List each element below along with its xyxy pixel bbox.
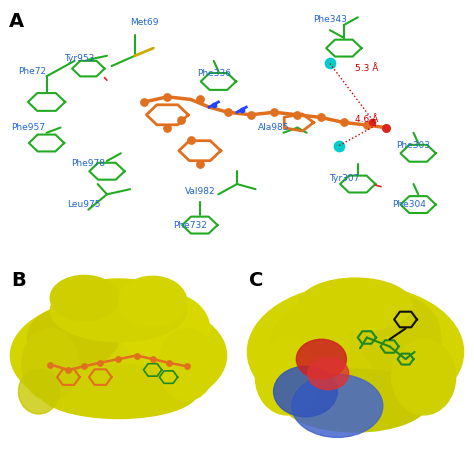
Point [368, 119, 375, 126]
Ellipse shape [296, 339, 346, 379]
Text: Val982: Val982 [184, 187, 215, 196]
Point [210, 101, 218, 108]
Point [270, 108, 278, 116]
Text: Ala985: Ala985 [258, 123, 290, 132]
Point [196, 160, 204, 167]
Ellipse shape [50, 275, 119, 320]
Text: Leu975: Leu975 [67, 200, 100, 209]
Ellipse shape [10, 297, 227, 414]
Ellipse shape [50, 279, 187, 342]
Point [177, 116, 185, 123]
Point [247, 111, 255, 118]
Ellipse shape [39, 364, 198, 418]
Text: Phe957: Phe957 [11, 123, 45, 132]
Text: A: A [9, 12, 25, 31]
Text: Tyr953: Tyr953 [64, 54, 94, 63]
Ellipse shape [22, 328, 79, 400]
Point [336, 142, 343, 149]
Point [64, 366, 72, 373]
Point [238, 106, 246, 113]
Text: Met69: Met69 [130, 18, 158, 27]
Point [382, 124, 390, 131]
Text: Phe978: Phe978 [72, 159, 105, 168]
Text: Phe343: Phe343 [313, 15, 347, 24]
Text: B: B [11, 271, 27, 290]
Ellipse shape [255, 339, 319, 415]
Point [46, 361, 54, 368]
Ellipse shape [273, 366, 337, 417]
Ellipse shape [118, 292, 210, 364]
Ellipse shape [304, 284, 429, 374]
Point [340, 119, 347, 126]
Text: 5.3 Å: 5.3 Å [356, 64, 379, 73]
Text: Tyr307: Tyr307 [328, 175, 359, 184]
Text: Phe304: Phe304 [392, 200, 426, 209]
Ellipse shape [18, 369, 59, 414]
Point [165, 359, 173, 366]
Text: Phe303: Phe303 [397, 141, 430, 150]
Ellipse shape [299, 278, 412, 332]
Ellipse shape [118, 276, 187, 327]
Text: Phe732: Phe732 [173, 220, 208, 230]
Ellipse shape [247, 284, 464, 419]
Point [363, 122, 371, 129]
Point [140, 99, 148, 106]
Point [224, 108, 231, 116]
Point [81, 363, 88, 370]
Ellipse shape [308, 357, 349, 390]
Point [317, 114, 324, 121]
Point [133, 352, 140, 359]
Ellipse shape [158, 328, 215, 400]
Text: 4.6 Å: 4.6 Å [356, 115, 379, 124]
Text: Phe336: Phe336 [197, 69, 231, 78]
Text: Phe72: Phe72 [18, 67, 46, 76]
Point [382, 124, 390, 131]
Ellipse shape [270, 306, 350, 387]
Point [164, 93, 171, 100]
Point [196, 96, 204, 103]
Point [115, 356, 122, 363]
Ellipse shape [282, 369, 429, 432]
Ellipse shape [392, 339, 456, 415]
Text: C: C [248, 271, 263, 290]
Ellipse shape [292, 374, 383, 437]
Ellipse shape [361, 297, 441, 378]
Point [149, 356, 156, 363]
Ellipse shape [27, 306, 118, 369]
Point [183, 363, 191, 370]
Point [187, 137, 194, 144]
Point [164, 124, 171, 131]
Point [97, 359, 104, 366]
Point [293, 111, 301, 118]
Point [326, 60, 334, 67]
